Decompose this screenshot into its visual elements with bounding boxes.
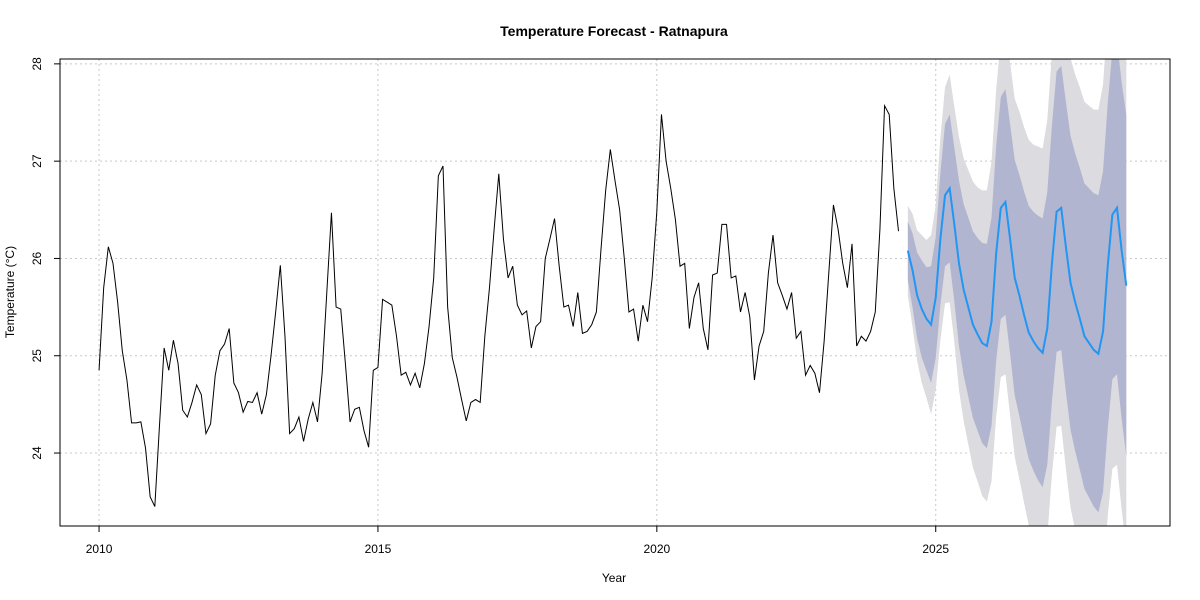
- x-tick-label: 2010: [86, 542, 113, 556]
- x-tick-label: 2020: [643, 542, 670, 556]
- forecast-line: [906, 185, 1128, 356]
- x-tick-label: 2025: [922, 542, 949, 556]
- y-tick-label: 26: [30, 251, 44, 265]
- y-tick-label: 25: [30, 349, 44, 363]
- y-tick-label: 27: [30, 154, 44, 168]
- series-lines: [98, 103, 1128, 507]
- plot-frame: [59, 58, 1171, 527]
- y-tick-label: 28: [30, 57, 44, 71]
- x-axis-title: Year: [602, 571, 626, 585]
- chart-title: Temperature Forecast - Ratnapura: [500, 23, 728, 39]
- y-tick-label: 24: [30, 446, 44, 460]
- x-tick-label: 2015: [365, 542, 392, 556]
- historical-line: [98, 103, 900, 507]
- y-axis-title: Temperature (°C): [3, 246, 17, 338]
- axes: 2010 2015 2020 2025 24 25 26 27 28: [30, 57, 949, 556]
